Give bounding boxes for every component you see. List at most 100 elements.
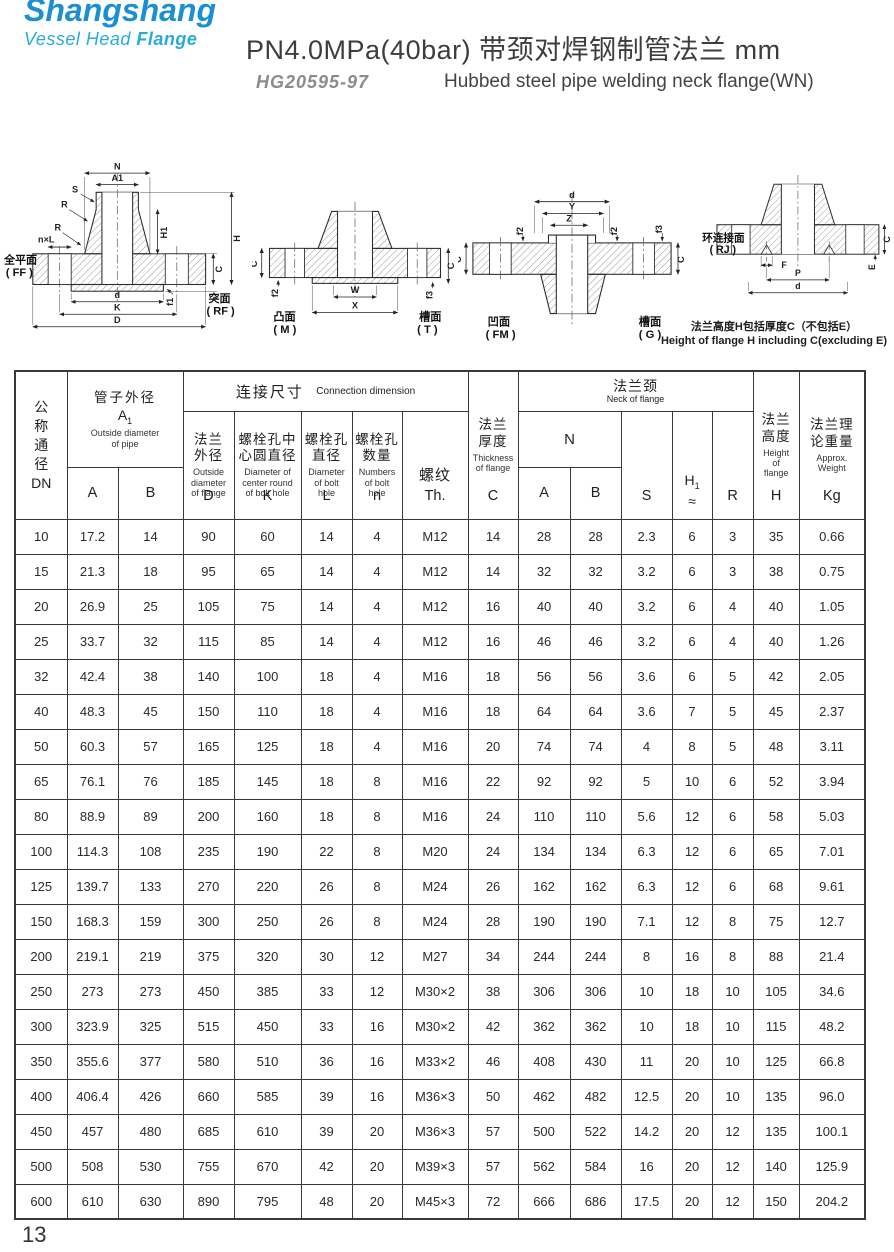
table-cell: 26 bbox=[300, 903, 353, 940]
table-cell: 406.4 bbox=[66, 1078, 119, 1115]
table-cell: 20 bbox=[14, 588, 68, 625]
table-cell: 6 bbox=[711, 798, 754, 835]
table-cell: 52 bbox=[752, 763, 800, 800]
table-cell: 515 bbox=[182, 1008, 235, 1045]
table-cell: 162 bbox=[517, 868, 571, 905]
table-cell: 660 bbox=[182, 1078, 235, 1115]
table-cell: 74 bbox=[569, 728, 622, 765]
table-cell: 890 bbox=[182, 1183, 235, 1220]
table-row: 600 610 630 890 795 48 20 M45×3 72 666 686 17.5 20 12… bbox=[14, 1183, 866, 1220]
col-D-letter: D bbox=[203, 487, 214, 504]
table-cell: 14 bbox=[467, 518, 519, 555]
table-cell: 72 bbox=[467, 1183, 519, 1220]
table-cell: 108 bbox=[117, 833, 184, 870]
table-cell: 306 bbox=[569, 973, 622, 1010]
table-cell: 145 bbox=[233, 763, 302, 800]
table-cell: 150 bbox=[752, 1183, 800, 1220]
table-cell: 40 bbox=[752, 623, 800, 660]
table-cell: 755 bbox=[182, 1148, 235, 1185]
table-cell: M30×2 bbox=[401, 973, 469, 1010]
table-cell: 100.1 bbox=[798, 1113, 866, 1150]
table-cell: 45 bbox=[117, 693, 184, 730]
table-cell: 610 bbox=[233, 1113, 302, 1150]
table-cell: 375 bbox=[182, 938, 235, 975]
table-cell: 4 bbox=[351, 728, 403, 765]
dim-label: C bbox=[882, 236, 892, 243]
table-cell: 10 bbox=[671, 763, 713, 800]
table-cell: 8 bbox=[711, 903, 754, 940]
weight-en: Approx. Weight bbox=[816, 452, 848, 474]
table-cell: 26 bbox=[467, 868, 519, 905]
table-cell: 33 bbox=[300, 973, 353, 1010]
table-cell: 18 bbox=[300, 728, 353, 765]
table-cell: 220 bbox=[233, 868, 302, 905]
col-header-n: 螺栓孔 数量 Numbers of bolt hole n bbox=[351, 410, 403, 520]
standard-number: HG20595-97 bbox=[256, 72, 370, 92]
table-cell: 20 bbox=[351, 1113, 403, 1150]
col-L-en: Diameter of bolt hole bbox=[308, 467, 345, 499]
table-cell: 10 bbox=[711, 1078, 754, 1115]
col-header-K: 螺栓孔中 心圆直径 Diameter of center round of bo… bbox=[233, 410, 302, 520]
col-header-neck-s: S bbox=[620, 410, 673, 520]
table-cell: 190 bbox=[233, 833, 302, 870]
table-cell: 7.01 bbox=[798, 833, 866, 870]
col-n-en: Numbers of bolt hole bbox=[358, 467, 396, 499]
table-cell: 580 bbox=[182, 1043, 235, 1080]
table-row: 15 21.3 18 95 65 14 4 M12 14 32 32 3.2 6 3 38 0.75 bbox=[14, 553, 866, 590]
table-cell: 1.05 bbox=[798, 588, 866, 625]
table-cell: 6 bbox=[671, 588, 713, 625]
figure-note-en: Height of flange H including C(excluding… bbox=[660, 335, 888, 348]
dim-label: d bbox=[795, 281, 800, 291]
table-cell: 3.2 bbox=[620, 553, 673, 590]
table-cell: 244 bbox=[569, 938, 622, 975]
dim-label: F bbox=[781, 260, 787, 270]
table-cell: 17.2 bbox=[66, 518, 119, 555]
col-K-cn: 螺栓孔中 心圆直径 bbox=[238, 431, 297, 464]
figure-note-cn: 法兰高度H包括厚度C（不包括E） bbox=[690, 321, 858, 333]
face-label-m-code: ( M ) bbox=[273, 324, 296, 336]
table-cell: M36×3 bbox=[401, 1113, 469, 1150]
table-cell: 50 bbox=[467, 1078, 519, 1115]
table-cell: 12 bbox=[671, 868, 713, 905]
dim-label: X bbox=[352, 301, 359, 311]
table-cell: 135 bbox=[752, 1113, 800, 1150]
table-cell: 4 bbox=[620, 728, 673, 765]
dim-label: f3 bbox=[654, 225, 664, 233]
table-row: 25 33.7 32 115 85 14 4 M12 16 46 46 3.2 6 4 40 1.26 bbox=[14, 623, 866, 660]
table-cell: 24 bbox=[467, 798, 519, 835]
table-cell: 219.1 bbox=[66, 938, 119, 975]
table-cell: 5 bbox=[711, 658, 754, 695]
brand-logo: Shangshang Vessel Head Flange bbox=[24, 0, 216, 48]
table-cell: 18 bbox=[117, 553, 184, 590]
table-cell: 75 bbox=[233, 588, 302, 625]
table-cell: 42 bbox=[467, 1008, 519, 1045]
dim-label: K bbox=[114, 302, 121, 312]
table-cell: 355.6 bbox=[66, 1043, 119, 1080]
table-cell: 8 bbox=[351, 763, 403, 800]
table-cell: 18 bbox=[300, 798, 353, 835]
table-cell: 10 bbox=[711, 1043, 754, 1080]
table-cell: 250 bbox=[233, 903, 302, 940]
figure-m-t: C f2 W X C f3 凸面 ( M ) 槽面 ( T ) bbox=[252, 201, 456, 336]
table-cell: 12 bbox=[711, 1113, 754, 1150]
table-cell: 3.2 bbox=[620, 623, 673, 660]
table-cell: 8 bbox=[351, 833, 403, 870]
table-cell: 4 bbox=[351, 623, 403, 660]
table-cell: 3.2 bbox=[620, 588, 673, 625]
table-cell: M30×2 bbox=[401, 1008, 469, 1045]
table-cell: 32 bbox=[14, 658, 68, 695]
table-cell: 48 bbox=[300, 1183, 353, 1220]
table-cell: 32 bbox=[569, 553, 622, 590]
face-label-ff: 全平面 bbox=[4, 252, 37, 266]
table-cell: 16 bbox=[467, 588, 519, 625]
table-cell: 15 bbox=[14, 553, 68, 590]
table-cell: 45 bbox=[752, 693, 800, 730]
table-cell: 105 bbox=[752, 973, 800, 1010]
table-cell: 30 bbox=[300, 938, 353, 975]
col-n-letter: n bbox=[372, 487, 382, 504]
table-cell: 20 bbox=[671, 1148, 713, 1185]
table-cell: 160 bbox=[233, 798, 302, 835]
table-cell: 6 bbox=[671, 623, 713, 660]
table-cell: 46 bbox=[517, 623, 571, 660]
table-cell: 42.4 bbox=[66, 658, 119, 695]
